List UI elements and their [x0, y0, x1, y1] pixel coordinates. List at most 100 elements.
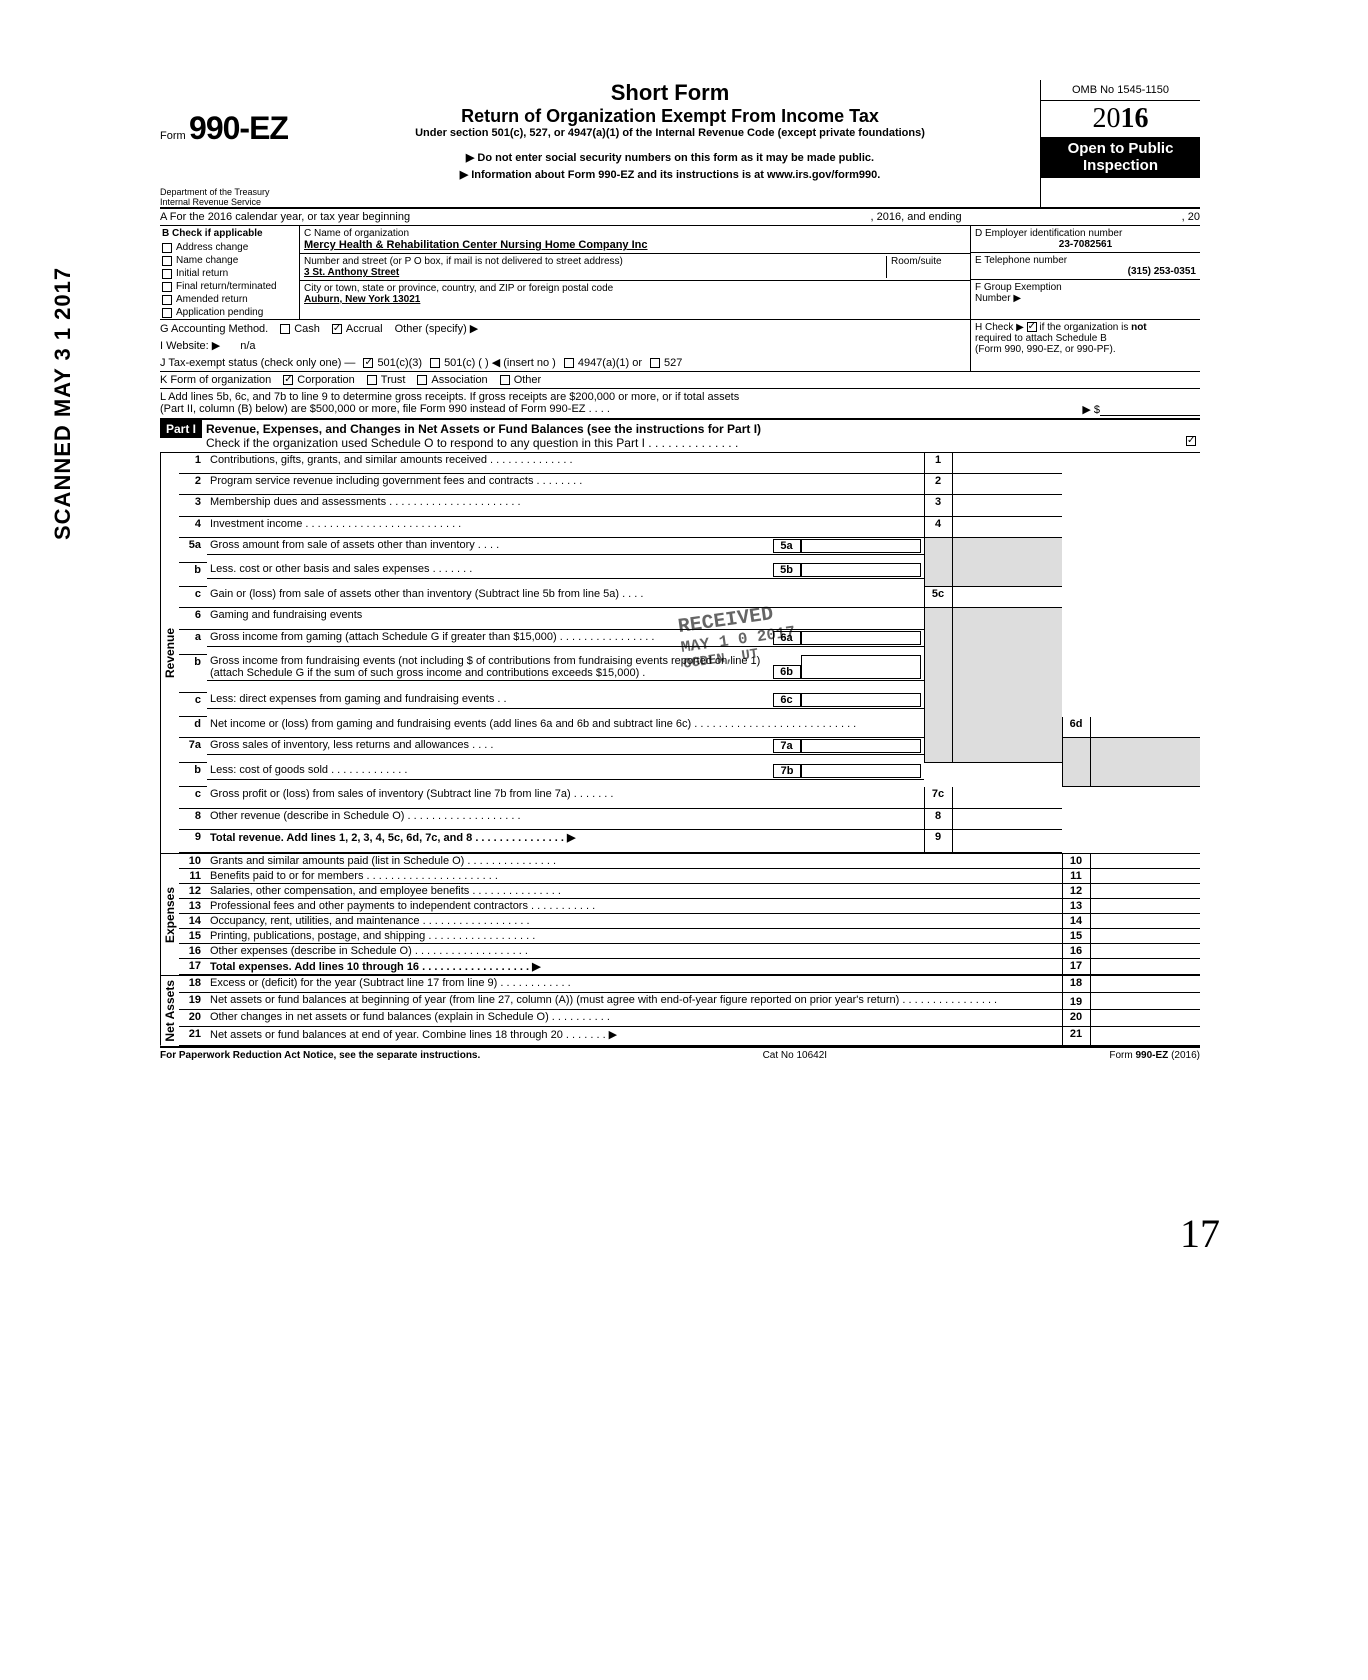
form-number: 990-EZ	[189, 110, 288, 146]
part1-title: Revenue, Expenses, and Changes in Net As…	[206, 422, 1196, 436]
part1-check-line: Check if the organization used Schedule …	[206, 436, 738, 450]
footer-left: For Paperwork Reduction Act Notice, see …	[160, 1050, 480, 1061]
omb-number: OMB No 1545-1150	[1041, 80, 1200, 101]
handwritten-page-num: 17	[1180, 1210, 1220, 1257]
chk-sched-b[interactable]	[1027, 322, 1037, 332]
form-prefix: Form	[160, 130, 186, 142]
ein: 23-7082561	[975, 239, 1196, 250]
line-a-suffix: , 20	[1182, 211, 1200, 223]
line-6d: Net income or (loss) from gaming and fun…	[207, 717, 924, 738]
chk-schedule-o[interactable]	[1186, 436, 1196, 446]
title-return: Return of Organization Exempt From Incom…	[308, 106, 1032, 127]
year-prefix: 20	[1093, 103, 1121, 134]
revenue-table: 1Contributions, gifts, grants, and simil…	[179, 453, 1200, 853]
line-15: Printing, publications, postage, and shi…	[207, 929, 1062, 944]
chk-initial-return[interactable]: Initial return	[160, 267, 299, 280]
header-center: Short Form Return of Organization Exempt…	[300, 80, 1040, 207]
chk-4947[interactable]	[564, 358, 574, 368]
subtitle: Under section 501(c), 527, or 4947(a)(1)…	[308, 127, 1032, 139]
g-other: Other (specify) ▶	[395, 322, 479, 335]
chk-address-change[interactable]: Address change	[160, 241, 299, 254]
part1-tag: Part I	[160, 420, 202, 438]
expenses-table: 10Grants and similar amounts paid (list …	[179, 854, 1200, 975]
header-right: OMB No 1545-1150 2016 Open to Public Ins…	[1040, 80, 1200, 207]
line-18: Excess or (deficit) for the year (Subtra…	[207, 976, 1062, 993]
org-name: Mercy Health & Rehabilitation Center Nur…	[304, 239, 966, 251]
chk-final-return[interactable]: Final return/terminated	[160, 280, 299, 293]
note-ssn: ▶ Do not enter social security numbers o…	[308, 151, 1032, 164]
j-label: J Tax-exempt status (check only one) —	[160, 357, 355, 369]
l-line2: (Part II, column (B) below) are $500,000…	[160, 403, 610, 416]
footer-mid: Cat No 10642I	[763, 1050, 828, 1061]
d-label: D Employer identification number	[975, 228, 1196, 239]
addr-label: Number and street (or P O box, if mail i…	[304, 256, 886, 267]
line-8: Other revenue (describe in Schedule O) .…	[207, 808, 924, 829]
netassets-table: 18Excess or (deficit) for the year (Subt…	[179, 976, 1200, 1046]
chk-name-change[interactable]: Name change	[160, 254, 299, 267]
line-5b: Less. cost or other basis and sales expe…	[210, 563, 773, 577]
chk-other-org[interactable]	[500, 375, 510, 385]
col-b: B Check if applicable Address change Nam…	[160, 226, 300, 319]
line-1: Contributions, gifts, grants, and simila…	[207, 453, 924, 474]
line-17: Total expenses. Add lines 10 through 16 …	[207, 959, 1062, 975]
form-page: Form 990-EZ Department of the Treasury I…	[160, 40, 1200, 1101]
line-7a: Gross sales of inventory, less returns a…	[210, 739, 773, 753]
col-def: D Employer identification number 23-7082…	[970, 226, 1200, 319]
line-10: Grants and similar amounts paid (list in…	[207, 854, 1062, 869]
chk-accrual[interactable]	[332, 324, 342, 334]
line-4: Investment income . . . . . . . . . . . …	[207, 516, 924, 537]
l-line1: L Add lines 5b, 6c, and 7b to line 9 to …	[160, 391, 1200, 403]
public-2: Inspection	[1043, 158, 1198, 175]
g-label: G Accounting Method.	[160, 323, 268, 335]
col-c: C Name of organization Mercy Health & Re…	[300, 226, 970, 319]
vlabel-revenue: Revenue	[160, 453, 179, 853]
line-6a: Gross income from gaming (attach Schedul…	[210, 631, 773, 645]
line-5c: Gain or (loss) from sale of assets other…	[207, 587, 924, 608]
scan-stamp: SCANNED MAY 3 1 2017	[50, 267, 76, 540]
title-short-form: Short Form	[308, 80, 1032, 106]
city-state-zip: Auburn, New York 13021	[304, 294, 966, 305]
c-label: C Name of organization	[304, 228, 966, 239]
f-label: F Group Exemption	[975, 282, 1196, 293]
room-suite-label: Room/suite	[886, 256, 966, 278]
chk-amended[interactable]: Amended return	[160, 293, 299, 306]
chk-501c[interactable]	[430, 358, 440, 368]
city-label: City or town, state or province, country…	[304, 283, 966, 294]
line-5a: Gross amount from sale of assets other t…	[210, 539, 773, 553]
line-3: Membership dues and assessments . . . . …	[207, 495, 924, 516]
chk-application-pending[interactable]: Application pending	[160, 306, 299, 319]
section-bcdef: B Check if applicable Address change Nam…	[160, 226, 1200, 320]
l-arrow: ▶ $	[1082, 403, 1100, 416]
line-20: Other changes in net assets or fund bala…	[207, 1010, 1062, 1027]
year-bold: 16	[1121, 103, 1149, 134]
k-label: K Form of organization	[160, 374, 271, 386]
website-value: n/a	[240, 340, 255, 352]
line-21: Net assets or fund balances at end of ye…	[207, 1027, 1062, 1045]
line-14: Occupancy, rent, utilities, and maintena…	[207, 914, 1062, 929]
line-7b: Less: cost of goods sold . . . . . . . .…	[210, 764, 773, 778]
header: Form 990-EZ Department of the Treasury I…	[160, 80, 1200, 209]
line-2: Program service revenue including govern…	[207, 474, 924, 495]
chk-cash[interactable]	[280, 324, 290, 334]
line-19: Net assets or fund balances at beginning…	[207, 993, 1062, 1010]
chk-501c3[interactable]	[363, 358, 373, 368]
f-label2: Number ▶	[975, 293, 1196, 304]
tax-year: 2016	[1041, 101, 1200, 137]
b-header: B Check if applicable	[160, 226, 299, 241]
dept-treasury: Department of the Treasury	[160, 187, 300, 197]
footer-right: Form 990-EZ (2016)	[1109, 1050, 1200, 1061]
line-7c: Gross profit or (loss) from sales of inv…	[207, 787, 924, 808]
vlabel-expenses: Expenses	[160, 854, 179, 975]
open-to-public: Open to Public Inspection	[1041, 137, 1200, 178]
telephone: (315) 253-0351	[975, 266, 1196, 277]
line-12: Salaries, other compensation, and employ…	[207, 884, 1062, 899]
chk-trust[interactable]	[367, 375, 377, 385]
chk-corporation[interactable]	[283, 375, 293, 385]
part1-header: Part I Revenue, Expenses, and Changes in…	[160, 418, 1200, 453]
line-a: A For the 2016 calendar year, or tax yea…	[160, 209, 1200, 226]
line-a-prefix: A For the 2016 calendar year, or tax yea…	[160, 211, 410, 223]
chk-527[interactable]	[650, 358, 660, 368]
i-label: I Website: ▶	[160, 339, 220, 352]
chk-association[interactable]	[417, 375, 427, 385]
h-text3: (Form 990, 990-EZ, or 990-PF).	[975, 344, 1196, 355]
